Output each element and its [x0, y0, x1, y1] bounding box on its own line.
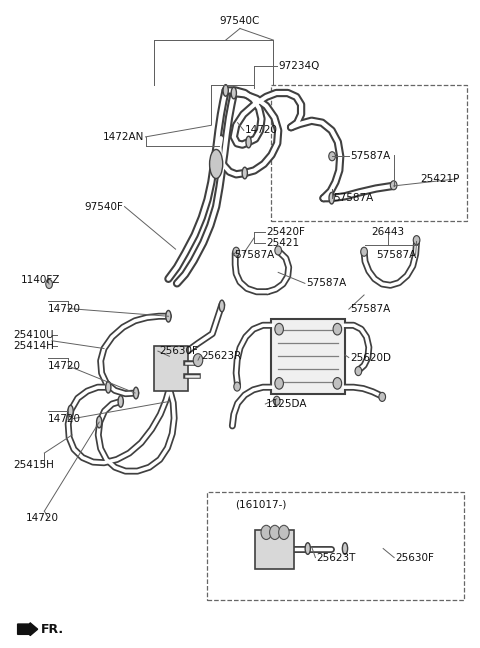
Text: 14720: 14720 [48, 415, 81, 424]
Circle shape [274, 397, 280, 405]
Text: 25414H: 25414H [13, 341, 54, 351]
FancyArrow shape [18, 623, 37, 636]
Bar [206, 492, 464, 600]
Circle shape [390, 181, 397, 190]
FancyBboxPatch shape [154, 346, 188, 391]
Text: FR.: FR. [40, 623, 64, 636]
Ellipse shape [305, 543, 311, 554]
Ellipse shape [329, 192, 334, 204]
Text: 26443: 26443 [372, 227, 405, 237]
Ellipse shape [68, 405, 73, 417]
Ellipse shape [96, 416, 102, 428]
Circle shape [361, 248, 367, 256]
Text: 57587A: 57587A [376, 250, 417, 260]
Text: 25420F: 25420F [266, 227, 305, 237]
Ellipse shape [106, 382, 111, 393]
Text: 1472AN: 1472AN [103, 132, 144, 142]
Bar [271, 86, 467, 221]
Circle shape [233, 248, 240, 256]
Circle shape [275, 378, 283, 389]
Circle shape [46, 279, 52, 288]
Text: 25415H: 25415H [13, 459, 54, 470]
Text: 57587A: 57587A [350, 304, 390, 314]
Text: 25421P: 25421P [420, 174, 459, 184]
Text: (161017-): (161017-) [235, 500, 287, 510]
Ellipse shape [342, 543, 348, 554]
Text: 25421: 25421 [266, 238, 300, 248]
Text: 97540F: 97540F [84, 202, 123, 211]
Circle shape [413, 236, 420, 245]
Circle shape [193, 354, 203, 367]
Circle shape [333, 323, 342, 335]
Text: 1125DA: 1125DA [266, 399, 308, 409]
Text: 57587A: 57587A [306, 279, 346, 288]
Circle shape [333, 378, 342, 389]
Text: 25630F: 25630F [395, 553, 434, 562]
Ellipse shape [118, 396, 123, 407]
Text: 97540C: 97540C [220, 16, 260, 26]
Ellipse shape [166, 310, 171, 322]
Text: 14720: 14720 [245, 126, 278, 135]
Text: 57587A: 57587A [234, 250, 275, 260]
Circle shape [355, 367, 362, 376]
Circle shape [279, 526, 289, 540]
Text: 1140FZ: 1140FZ [21, 275, 60, 285]
Circle shape [329, 152, 336, 161]
Text: 25410U: 25410U [13, 330, 54, 340]
Ellipse shape [231, 87, 237, 98]
FancyBboxPatch shape [272, 319, 345, 394]
Ellipse shape [219, 300, 225, 312]
Circle shape [261, 526, 272, 540]
Ellipse shape [242, 167, 247, 179]
Circle shape [270, 526, 280, 540]
Circle shape [234, 382, 240, 391]
FancyBboxPatch shape [255, 530, 294, 568]
Circle shape [275, 323, 283, 335]
Text: 14720: 14720 [26, 513, 59, 522]
Text: 97234Q: 97234Q [278, 61, 320, 71]
Ellipse shape [246, 136, 251, 148]
Text: 57587A: 57587A [333, 193, 373, 203]
Text: 14720: 14720 [48, 303, 81, 314]
Ellipse shape [210, 150, 223, 178]
Text: 25620D: 25620D [350, 353, 391, 362]
Ellipse shape [223, 85, 228, 97]
Text: 14720: 14720 [48, 361, 81, 371]
Text: 57587A: 57587A [350, 151, 390, 161]
Text: 25630F: 25630F [159, 346, 198, 356]
Text: 25623T: 25623T [316, 553, 356, 562]
Circle shape [275, 246, 281, 255]
Circle shape [379, 393, 385, 401]
Ellipse shape [133, 388, 139, 399]
Text: 25623R: 25623R [201, 351, 241, 362]
